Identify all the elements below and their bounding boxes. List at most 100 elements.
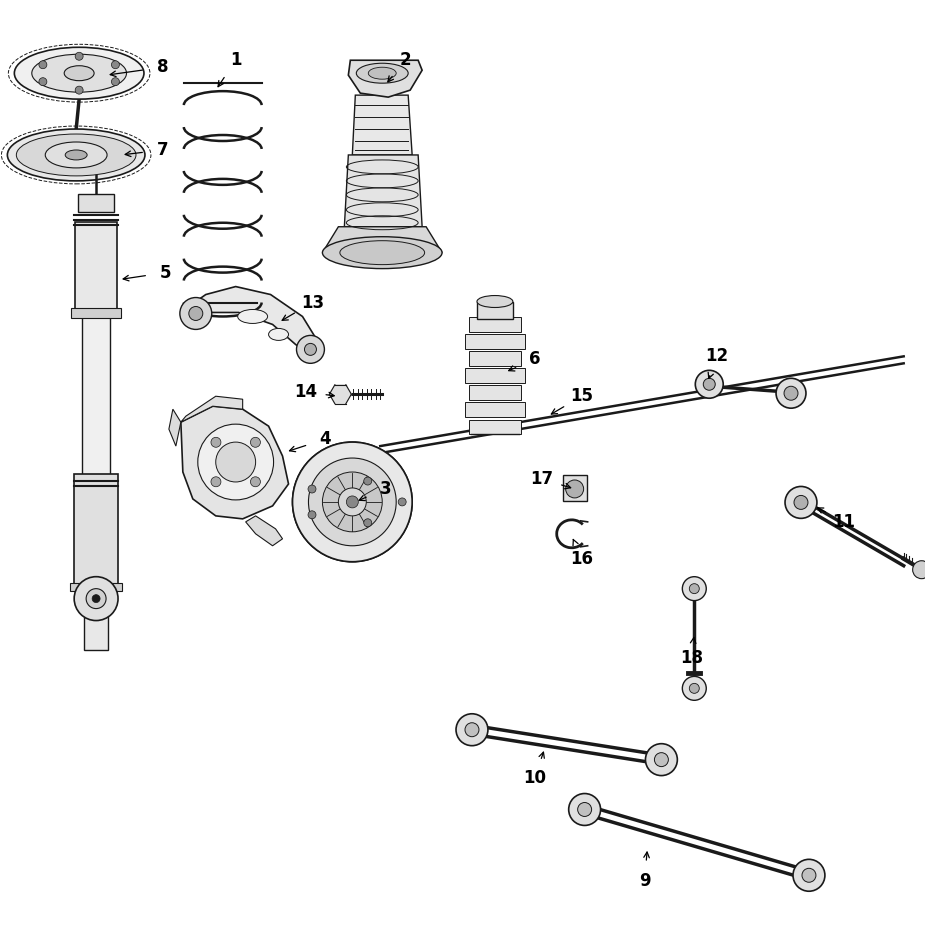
Text: 13: 13	[301, 294, 324, 312]
Bar	[84, 585, 108, 650]
Circle shape	[689, 683, 699, 693]
Ellipse shape	[269, 329, 289, 341]
Polygon shape	[181, 396, 243, 422]
Ellipse shape	[238, 310, 268, 324]
Bar	[465, 368, 525, 383]
Circle shape	[111, 60, 119, 69]
Polygon shape	[335, 385, 345, 395]
Bar	[70, 582, 122, 591]
Bar	[74, 474, 118, 585]
Text: 10: 10	[523, 769, 546, 787]
Text: 2: 2	[399, 51, 411, 69]
Bar	[469, 351, 520, 365]
Circle shape	[566, 480, 583, 497]
Circle shape	[695, 370, 723, 398]
Polygon shape	[169, 409, 181, 447]
Ellipse shape	[322, 237, 442, 269]
Bar	[469, 419, 520, 434]
Circle shape	[211, 477, 221, 487]
Circle shape	[346, 496, 358, 508]
Bar	[465, 334, 525, 348]
Circle shape	[39, 60, 47, 69]
Circle shape	[180, 297, 212, 329]
Circle shape	[793, 859, 825, 891]
Circle shape	[785, 486, 817, 518]
Text: 14: 14	[294, 383, 317, 401]
Polygon shape	[330, 395, 341, 404]
Text: 1: 1	[230, 51, 242, 69]
Polygon shape	[322, 227, 442, 253]
Circle shape	[86, 589, 106, 609]
Polygon shape	[189, 287, 319, 354]
Text: 7: 7	[157, 141, 169, 159]
Text: 9: 9	[639, 871, 650, 890]
Ellipse shape	[477, 295, 513, 308]
Polygon shape	[330, 385, 341, 395]
Circle shape	[398, 497, 407, 506]
Ellipse shape	[31, 54, 127, 93]
Ellipse shape	[45, 142, 107, 168]
Circle shape	[216, 442, 256, 482]
Text: 15: 15	[570, 387, 594, 405]
Text: 5: 5	[160, 263, 171, 281]
Circle shape	[293, 442, 412, 562]
Circle shape	[296, 335, 324, 363]
Ellipse shape	[64, 66, 94, 80]
Polygon shape	[335, 395, 345, 404]
Circle shape	[913, 561, 926, 579]
Polygon shape	[348, 60, 422, 97]
Circle shape	[784, 386, 798, 400]
Bar	[563, 475, 587, 501]
Circle shape	[250, 477, 260, 487]
Circle shape	[645, 744, 677, 776]
Circle shape	[578, 802, 592, 817]
Circle shape	[569, 794, 601, 825]
Circle shape	[802, 868, 816, 883]
Circle shape	[198, 424, 273, 500]
Ellipse shape	[340, 241, 425, 264]
Circle shape	[75, 52, 83, 60]
Text: 6: 6	[529, 350, 541, 368]
Circle shape	[364, 519, 371, 527]
Ellipse shape	[17, 134, 136, 176]
Ellipse shape	[297, 480, 407, 524]
Bar	[78, 194, 114, 211]
Circle shape	[682, 677, 707, 700]
Circle shape	[189, 307, 203, 320]
Ellipse shape	[369, 67, 396, 79]
Polygon shape	[245, 515, 282, 546]
Bar	[477, 301, 513, 319]
Bar	[71, 309, 121, 318]
Circle shape	[456, 714, 488, 746]
Polygon shape	[341, 385, 351, 395]
Circle shape	[39, 77, 47, 86]
Circle shape	[465, 723, 479, 736]
Circle shape	[305, 344, 317, 355]
Polygon shape	[344, 155, 422, 227]
Circle shape	[308, 511, 316, 519]
Circle shape	[293, 442, 412, 562]
Circle shape	[92, 595, 100, 602]
Bar	[82, 316, 110, 476]
Circle shape	[308, 485, 316, 493]
Circle shape	[111, 77, 119, 86]
Text: 12: 12	[706, 347, 729, 365]
Circle shape	[794, 496, 808, 510]
Text: 17: 17	[531, 470, 554, 488]
Circle shape	[655, 752, 669, 767]
Circle shape	[250, 437, 260, 447]
Circle shape	[338, 488, 367, 515]
Text: 11: 11	[832, 513, 856, 531]
Ellipse shape	[7, 129, 145, 181]
Polygon shape	[181, 406, 289, 519]
Text: 16: 16	[570, 549, 594, 567]
Circle shape	[75, 86, 83, 94]
Circle shape	[703, 379, 715, 390]
Circle shape	[682, 577, 707, 600]
Text: 8: 8	[157, 59, 169, 76]
Bar	[469, 317, 520, 331]
Circle shape	[322, 472, 382, 531]
Ellipse shape	[65, 150, 87, 160]
Text: 3: 3	[380, 480, 391, 497]
Circle shape	[74, 577, 118, 620]
